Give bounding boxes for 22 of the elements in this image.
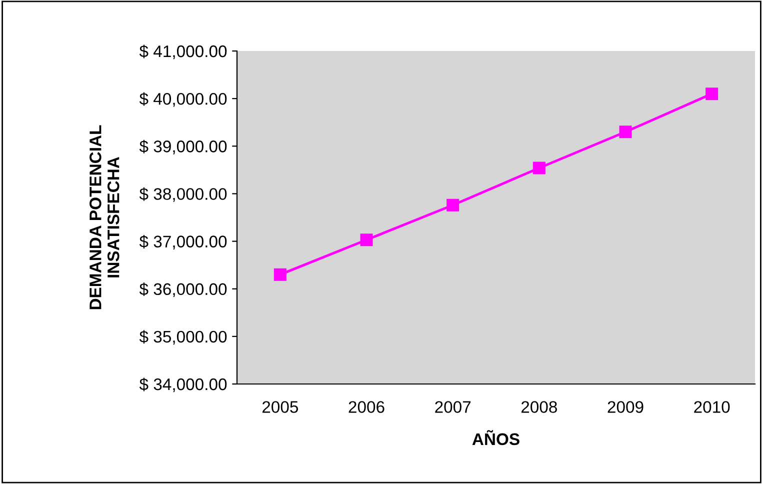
y-tick-label: $ 41,000.00 [139,44,227,60]
x-tick-label: 2009 [608,401,644,413]
x-tick-label: 2006 [348,401,384,413]
y-tick-label: $ 35,000.00 [139,330,227,345]
x-tick-label: 2010 [694,401,730,413]
point [274,268,286,281]
x-tick-label: 2008 [521,401,557,413]
y-tick-label: $ 39,000.00 [139,140,227,154]
x-axis-title: AÑOS [472,430,520,446]
y-tick-label: $ 38,000.00 [139,187,227,202]
x-tick-label: 2007 [435,401,471,413]
point [446,198,460,212]
point [360,234,373,246]
point [619,126,632,138]
y-tick-label: $ 37,000.00 [139,234,227,250]
y-tick-label: $ 36,000.00 [139,282,227,298]
x-tick-label: 2005 [262,401,298,413]
y-tick-label: $ 34,000.00 [139,378,227,392]
point [706,88,718,100]
point [532,162,546,174]
y-tick-label: $ 40,000.00 [139,92,227,107]
y-axis-title: DEMANDA POTENCIAL INSATISFECHA [90,125,120,310]
